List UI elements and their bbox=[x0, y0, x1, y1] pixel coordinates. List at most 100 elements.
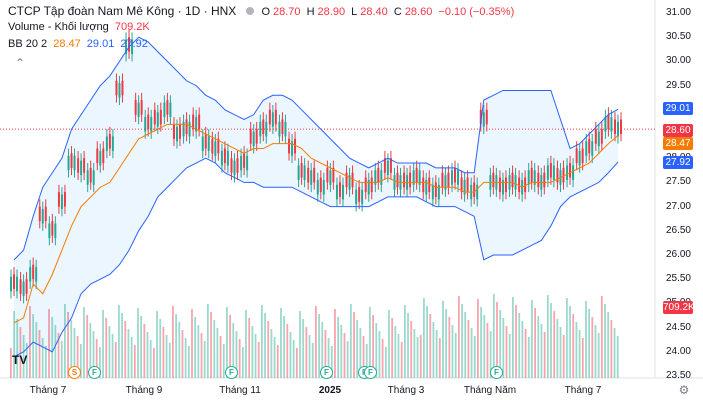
low-value: 28.40 bbox=[360, 6, 388, 18]
price-tick-label: 24.50 bbox=[665, 321, 691, 333]
volume-bar bbox=[559, 327, 562, 378]
candle-body bbox=[150, 117, 153, 132]
volume-bar bbox=[423, 298, 425, 378]
tradingview-logo[interactable]: TV bbox=[12, 353, 28, 367]
candle-body bbox=[54, 223, 57, 239]
volume-bar bbox=[10, 348, 12, 378]
volume-bar bbox=[388, 310, 390, 378]
candle-body bbox=[332, 167, 335, 183]
candle-body bbox=[504, 177, 507, 193]
symbol-title[interactable]: CTCP Tập đoàn Nam Mê Kông · 1D · HNX bbox=[8, 4, 237, 18]
volume-bar bbox=[222, 344, 225, 378]
candle-body bbox=[73, 155, 76, 171]
candle-body bbox=[236, 158, 239, 173]
collapse-legend-icon[interactable]: ⌃ bbox=[14, 56, 26, 70]
candle-body bbox=[364, 177, 367, 193]
candle-body bbox=[310, 170, 313, 185]
volume-bar bbox=[508, 334, 511, 378]
split-event-marker[interactable]: S bbox=[68, 366, 81, 379]
candle-body bbox=[335, 184, 338, 200]
volume-bar bbox=[156, 311, 158, 378]
candle-body bbox=[511, 172, 514, 188]
volume-label[interactable]: Volume - Khối lượng bbox=[8, 21, 109, 33]
volume-bar bbox=[477, 299, 479, 378]
candle-body bbox=[172, 124, 175, 139]
price-tick-label: 26.00 bbox=[665, 249, 691, 260]
candle-body bbox=[108, 134, 111, 149]
candle-body bbox=[562, 167, 565, 183]
candle-body bbox=[159, 109, 162, 125]
volume-bar bbox=[165, 335, 168, 378]
financial-event-marker[interactable]: F bbox=[88, 366, 101, 379]
volume-bar bbox=[400, 342, 403, 378]
volume-bar bbox=[254, 334, 257, 378]
candle-body bbox=[482, 112, 485, 127]
volume-bar bbox=[318, 314, 320, 378]
volume-bar bbox=[197, 325, 200, 378]
candle-body bbox=[479, 109, 482, 125]
volume-bar bbox=[133, 345, 136, 378]
volume-bar bbox=[489, 331, 492, 378]
price-tick-label: 27.50 bbox=[665, 176, 691, 188]
financial-event-marker[interactable]: F bbox=[225, 366, 238, 379]
volume-bar bbox=[362, 336, 365, 378]
candle-body bbox=[345, 172, 348, 188]
legend-volume-row: Volume - Khối lượng 709.2K bbox=[8, 21, 153, 33]
volume-bar bbox=[299, 311, 301, 378]
volume-bar bbox=[60, 341, 63, 378]
volume-bar bbox=[308, 335, 311, 378]
candle-body bbox=[255, 129, 258, 144]
candle-body bbox=[262, 119, 265, 134]
volume-bar bbox=[419, 335, 422, 378]
volume-bar bbox=[102, 310, 104, 378]
candle-body bbox=[217, 138, 220, 154]
candle-body bbox=[204, 134, 207, 149]
volume-bar bbox=[98, 347, 101, 378]
volume-bar bbox=[391, 318, 394, 378]
candle-body bbox=[575, 148, 578, 164]
volume-bar bbox=[302, 319, 305, 378]
volume-bar bbox=[607, 312, 610, 378]
volume-bar bbox=[578, 330, 581, 378]
candle-body bbox=[476, 184, 479, 200]
volume-bar bbox=[600, 296, 603, 378]
candle-body bbox=[281, 119, 284, 134]
candle-body bbox=[131, 39, 134, 55]
candle-body bbox=[166, 100, 169, 115]
volume-bar bbox=[168, 343, 171, 378]
candle-body bbox=[96, 148, 99, 164]
candle-body bbox=[329, 170, 332, 185]
settings-gear-icon[interactable]: ⚙ bbox=[678, 383, 690, 397]
volume-bar bbox=[473, 336, 476, 378]
candle-body bbox=[434, 182, 437, 197]
candle-body bbox=[355, 189, 358, 205]
volume-bar bbox=[35, 322, 38, 378]
financial-event-marker[interactable]: F bbox=[490, 366, 503, 379]
price-tick-label: 27.00 bbox=[665, 200, 691, 212]
volume-bar bbox=[251, 326, 254, 378]
candle-body bbox=[163, 102, 166, 118]
volume-bar bbox=[149, 340, 152, 378]
financial-event-marker[interactable]: F bbox=[364, 366, 377, 379]
volume-bar bbox=[305, 327, 308, 378]
candle-body bbox=[226, 150, 229, 166]
candle-body bbox=[207, 136, 210, 151]
bb-label[interactable]: BB 20 2 bbox=[8, 38, 48, 50]
volume-bar bbox=[394, 326, 397, 378]
volume-bar bbox=[137, 308, 139, 378]
open-label: O bbox=[261, 6, 270, 18]
candle-body bbox=[41, 209, 44, 224]
candle-body bbox=[428, 177, 431, 193]
candle-body bbox=[492, 172, 495, 188]
candle-body bbox=[454, 167, 457, 183]
candle-body bbox=[614, 119, 616, 134]
time-tick-label: Tháng 7 bbox=[564, 385, 602, 396]
volume-bar bbox=[73, 328, 76, 378]
candle-body bbox=[303, 165, 306, 180]
financial-event-marker[interactable]: F bbox=[320, 366, 333, 379]
candle-body bbox=[610, 117, 613, 132]
candle-body bbox=[447, 172, 450, 188]
volume-bar bbox=[403, 305, 406, 378]
volume-bar bbox=[51, 317, 54, 378]
